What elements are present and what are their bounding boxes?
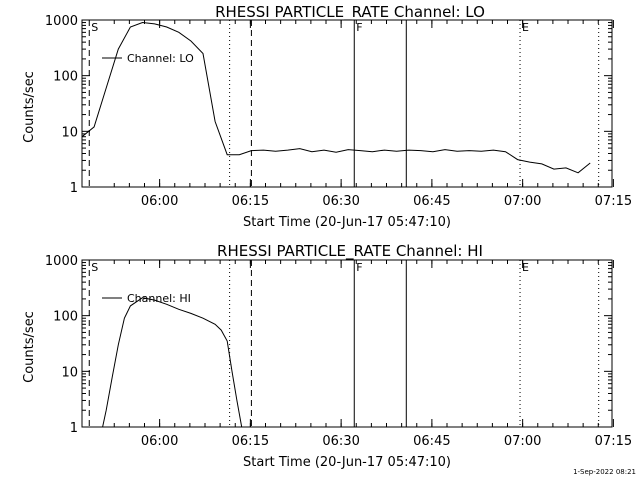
x-tick-label: 06:00 <box>141 434 178 449</box>
y-tick-label: 1000 <box>45 14 78 29</box>
panel-lo-title: RHESSI PARTICLE_RATE Channel: LO <box>215 3 485 22</box>
x-tick-label: 06:15 <box>232 434 269 449</box>
series-line-hi <box>102 297 243 428</box>
panel-hi-tick-labels: 1 10 100 1000 06:00 06:15 06:30 06:45 07:00 07:15 <box>45 254 632 449</box>
date-stamp: 1-Sep-2022 08:21 <box>573 468 636 476</box>
event-marker-label: E <box>522 261 529 274</box>
y-tick-label: 10 <box>61 365 78 380</box>
panel-lo-x-axis-label: Start Time (20-Jun-17 05:47:10) <box>243 215 451 230</box>
panel-lo-y-axis-label: Counts/sec <box>22 71 37 143</box>
event-marker-label: S <box>91 261 98 274</box>
x-tick-label: 06:30 <box>322 434 359 449</box>
y-tick-label: 100 <box>53 70 78 85</box>
panel-lo-tick-labels: 1 10 100 1000 06:00 06:15 06:30 06:45 07:00 07:15 <box>45 14 632 209</box>
x-tick-label: 07:15 <box>595 434 632 449</box>
series-line-lo <box>81 21 591 174</box>
x-tick-label: 07:00 <box>504 434 541 449</box>
panel-hi-marks <box>81 259 614 428</box>
x-tick-label: 07:00 <box>504 194 541 209</box>
event-marker-label: S <box>91 21 98 34</box>
x-tick-label: 06:00 <box>141 194 178 209</box>
event-marker-label: E <box>522 21 529 34</box>
panel-hi-legend-label: Channel: HI <box>127 292 191 305</box>
x-tick-label: 06:45 <box>413 194 450 209</box>
panel-hi: RHESSI PARTICLE_RATE Channel: HI Counts/… <box>22 242 632 470</box>
y-tick-label: 10 <box>61 125 78 140</box>
panel-lo-legend-label: Channel: LO <box>127 52 194 65</box>
y-tick-label: 1000 <box>45 254 78 269</box>
y-tick-label: 1 <box>70 181 78 196</box>
panel-hi-title: RHESSI PARTICLE_RATE Channel: HI <box>217 242 483 261</box>
y-tick-label: 1 <box>70 421 78 436</box>
event-marker-label: F <box>356 261 362 274</box>
x-tick-label: 06:30 <box>322 194 359 209</box>
x-tick-label: 06:15 <box>232 194 269 209</box>
x-tick-label: 06:45 <box>413 434 450 449</box>
x-tick-label: 07:15 <box>595 194 632 209</box>
panel-hi-y-axis-label: Counts/sec <box>22 311 37 383</box>
panel-lo-marks <box>81 19 614 188</box>
panel-lo-frame <box>81 19 613 188</box>
panel-hi-frame <box>81 259 613 428</box>
event-marker-label: F <box>356 21 362 34</box>
panel-hi-x-axis-label: Start Time (20-Jun-17 05:47:10) <box>243 455 451 470</box>
y-tick-label: 100 <box>53 310 78 325</box>
panel-lo: RHESSI PARTICLE_RATE Channel: LO Counts/… <box>22 3 632 230</box>
